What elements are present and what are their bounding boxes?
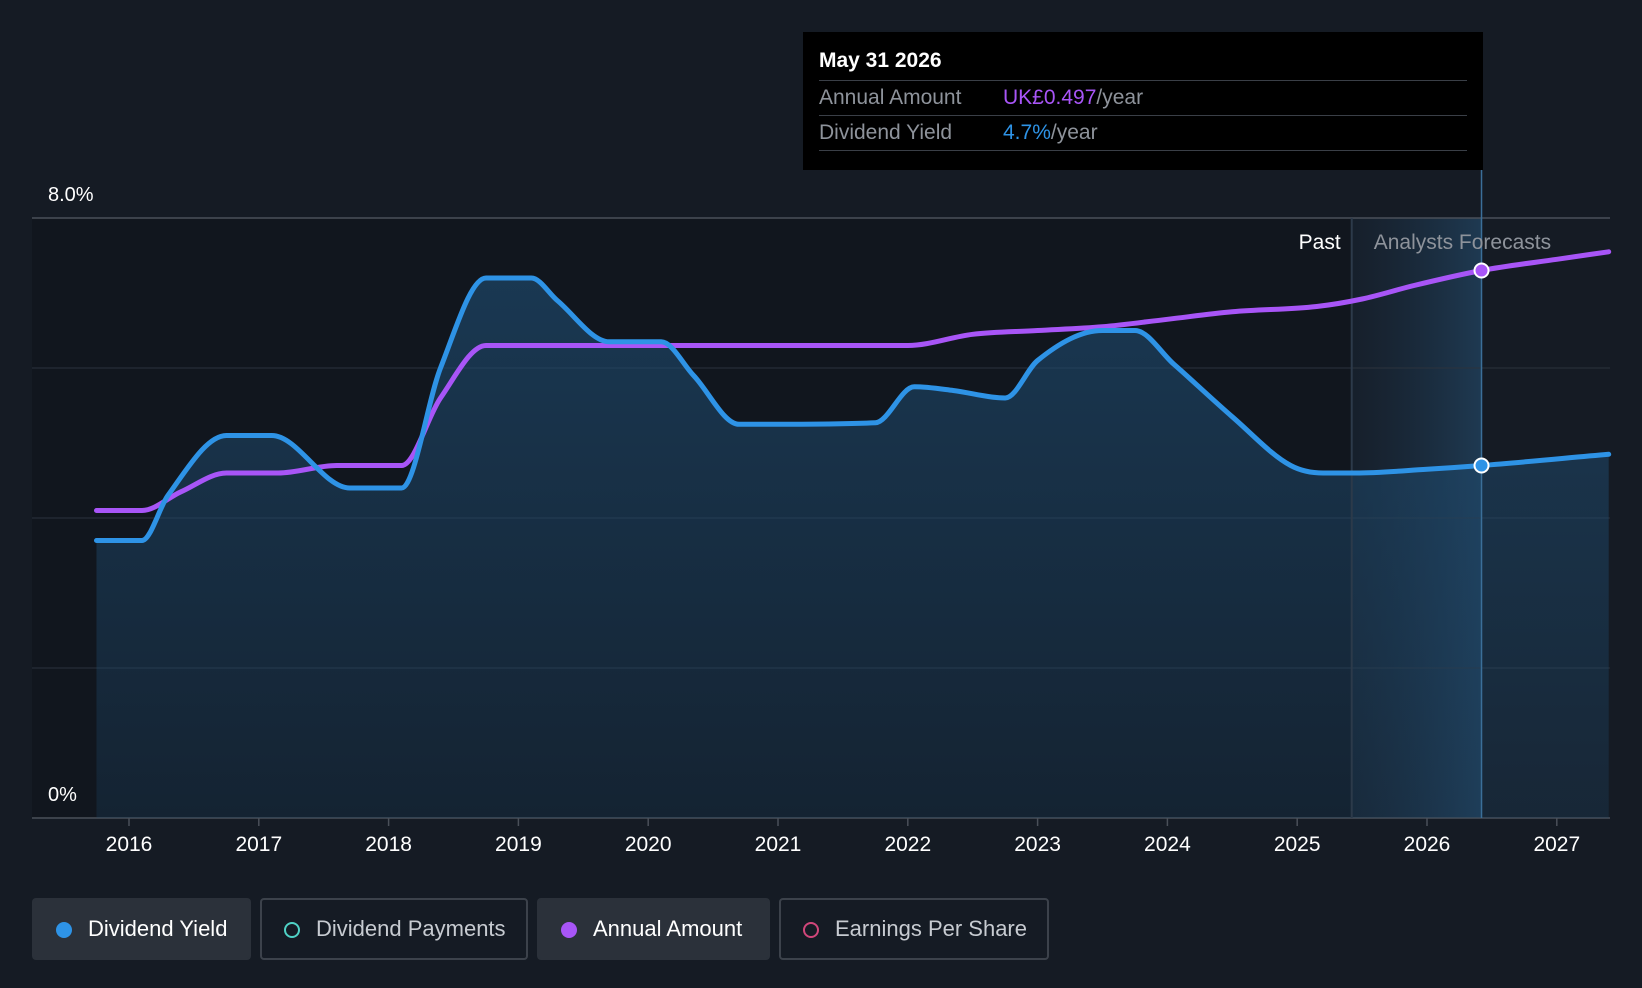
dividend-yield-area	[96, 278, 1609, 818]
legend-label: Annual Amount	[593, 916, 743, 941]
x-tick-label: 2026	[1404, 833, 1451, 856]
ring-icon	[803, 922, 819, 938]
legend-label: Dividend Yield	[88, 916, 228, 941]
annual-amount-line	[94, 249, 1612, 513]
tooltip-label: Annual Amount	[819, 86, 962, 109]
ring-icon	[284, 922, 300, 938]
legend-dividend-yield[interactable]: Dividend Yield	[32, 898, 251, 960]
tooltip-unit: /year	[1096, 86, 1144, 109]
x-tick-label: 2027	[1533, 833, 1580, 856]
x-tick-label: 2021	[755, 833, 802, 856]
dividend-yield-marker[interactable]	[1473, 457, 1490, 474]
forecast-region-label: Analysts Forecasts	[1374, 231, 1551, 254]
y-axis-top-label: 8.0%	[48, 184, 94, 206]
x-tick-label: 2024	[1144, 833, 1191, 856]
x-tick-label: 2018	[365, 833, 412, 856]
y-axis-bottom-label: 0%	[48, 784, 77, 806]
dot-icon	[56, 922, 72, 938]
tooltip-unit: /year	[1050, 121, 1098, 144]
tooltip-date: May 31 2026	[819, 46, 1467, 81]
legend-label: Earnings Per Share	[835, 916, 1027, 941]
tooltip-value: 4.7%	[1003, 121, 1051, 144]
dividend-yield-line	[94, 275, 1612, 543]
x-axis-ticks: 2016 2017 2018 2019 2020 2021 2022 2023 2024 2025…	[106, 818, 1580, 856]
tooltip-value: UK£0.497	[1003, 86, 1097, 109]
x-tick-label: 2016	[106, 833, 153, 856]
legend-earnings-per-share[interactable]: Earnings Per Share	[779, 898, 1049, 960]
x-tick-label: 2025	[1274, 833, 1321, 856]
annual-amount-marker[interactable]	[1473, 262, 1490, 279]
tooltip-row-annual-amount: Annual Amount UK£0.497/year	[819, 81, 1467, 116]
x-tick-label: 2017	[235, 833, 282, 856]
x-tick-label: 2023	[1014, 833, 1061, 856]
chart-tooltip: May 31 2026 Annual Amount UK£0.497/year D…	[803, 32, 1483, 170]
legend-dividend-payments[interactable]: Dividend Payments	[260, 898, 528, 960]
tooltip-label: Dividend Yield	[819, 121, 953, 144]
dot-icon	[561, 922, 577, 938]
legend-label: Dividend Payments	[316, 916, 506, 941]
past-region-label: Past	[1299, 231, 1341, 254]
legend-annual-amount[interactable]: Annual Amount	[537, 898, 770, 960]
x-tick-label: 2022	[884, 833, 931, 856]
x-tick-label: 2019	[495, 833, 542, 856]
x-tick-label: 2020	[625, 833, 672, 856]
tooltip-row-dividend-yield: Dividend Yield 4.7%/year	[819, 116, 1467, 151]
